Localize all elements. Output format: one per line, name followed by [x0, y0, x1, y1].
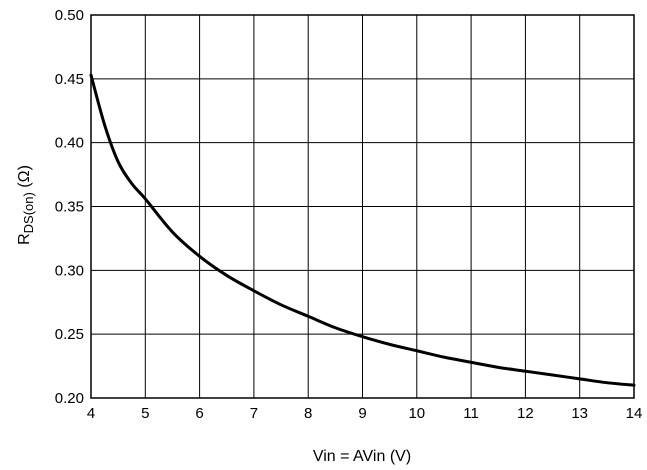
x-axis-label: Vin = AVin (V) — [313, 448, 411, 465]
plot-area — [89, 73, 636, 387]
x-tick-label: 9 — [358, 405, 366, 422]
x-tick-label: 11 — [463, 405, 479, 422]
plot-frame — [90, 14, 635, 399]
y-tick-label: 0.20 — [55, 390, 84, 407]
x-tick-label: 14 — [626, 405, 643, 422]
x-tick-label: 10 — [408, 405, 425, 422]
x-tick-label: 5 — [141, 405, 149, 422]
series-line — [89, 73, 636, 387]
y-axis-label: RDS(on) (Ω) — [16, 165, 36, 245]
x-tick-label: 7 — [250, 405, 258, 422]
x-tick-label: 13 — [571, 405, 588, 422]
y-axis-label-unit: (Ω) — [16, 165, 33, 192]
y-tick-label: 0.45 — [55, 71, 84, 88]
y-axis-label-subscript: DS(on) — [21, 192, 36, 233]
y-tick-label: 0.35 — [55, 199, 84, 216]
y-tick-label: 0.25 — [55, 326, 84, 343]
tick-labels: 4 5 6 7 8 9 10 11 12 13 14 0.20 0.25 0.30 0.35 0.40 0.45… — [55, 7, 643, 422]
grid — [90, 14, 635, 399]
y-tick-label: 0.40 — [55, 135, 84, 152]
y-tick-label: 0.50 — [55, 7, 84, 24]
x-tick-label: 12 — [517, 405, 534, 422]
x-tick-label: 6 — [195, 405, 203, 422]
x-tick-label: 8 — [304, 405, 312, 422]
x-tick-label: 4 — [87, 405, 95, 422]
y-axis-label-main: R — [16, 233, 33, 245]
y-tick-label: 0.30 — [55, 262, 84, 279]
